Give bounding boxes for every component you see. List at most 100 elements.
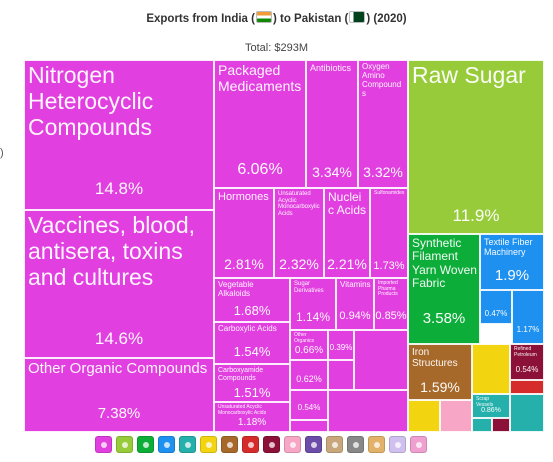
tile-label: Iron Structures bbox=[412, 347, 458, 370]
tile-share: 1.14% bbox=[295, 310, 331, 324]
tile-share: 0.86% bbox=[481, 407, 501, 414]
treemap-tile[interactable]: Oxygen Amino Compounds 3.32% bbox=[358, 60, 408, 188]
treemap-tile[interactable]: Unsaturated Acyclic Monocarboxylic Acids… bbox=[274, 188, 324, 278]
treemap-tile[interactable]: Iron Structures 1.59% bbox=[408, 344, 472, 400]
tile-share: 0.54% bbox=[297, 403, 321, 412]
treemap-tile[interactable]: Carboxyamide Compounds 1.51% bbox=[214, 364, 290, 402]
tile-share: 0.47% bbox=[484, 309, 508, 318]
tile-label: Unsaturated Acyclic Monocarboxylic Acids bbox=[278, 191, 320, 218]
machinery-icon[interactable] bbox=[158, 436, 175, 453]
tile-label: Other Organic Compounds bbox=[28, 360, 208, 377]
tile-share: 7.38% bbox=[97, 405, 141, 422]
tile-share: 1.68% bbox=[233, 303, 271, 318]
treemap-tile[interactable]: Sugar Derivatives 1.14% bbox=[290, 278, 336, 330]
treemap-tile[interactable]: Refined Petroleum 0.54% bbox=[510, 344, 544, 380]
treemap-tile[interactable]: 0.39% bbox=[328, 330, 354, 360]
treemap-small-tile[interactable] bbox=[354, 330, 408, 390]
treemap-tile[interactable]: Imported Pharma Products 0.85% bbox=[374, 278, 408, 330]
treemap-tile[interactable]: Scrap Vessels 0.86% bbox=[472, 394, 510, 418]
treemap-tile[interactable]: Hormones 2.81% bbox=[214, 188, 274, 278]
tile-label: Textile Fiber Machinery bbox=[484, 237, 533, 258]
treemap-small-tile[interactable] bbox=[472, 344, 510, 394]
tile-share: 0.39% bbox=[329, 343, 353, 352]
treemap-tile[interactable]: 0.62% bbox=[290, 360, 328, 390]
treemap-tile[interactable]: 0.47% bbox=[480, 290, 512, 324]
total-value: Total: $293M bbox=[245, 42, 308, 54]
chemicals-icon[interactable] bbox=[95, 436, 112, 453]
title-part: ) to Pakistan ( bbox=[272, 13, 349, 25]
tile-share: 0.62% bbox=[296, 374, 322, 384]
treemap-tile[interactable]: Other Organic Compounds 7.38% bbox=[24, 358, 214, 432]
treemap-tile[interactable]: Nitrogen Heterocyclic Compounds 14.8% bbox=[24, 60, 214, 210]
instruments-icon[interactable] bbox=[263, 436, 280, 453]
footwear-icon[interactable] bbox=[326, 436, 343, 453]
treemap-small-tile[interactable] bbox=[510, 380, 544, 394]
india-flag-icon bbox=[255, 11, 272, 23]
treemap-tile[interactable]: Nucleic Acids 2.21% bbox=[324, 188, 370, 278]
tile-label: Sulfonamides bbox=[374, 190, 405, 196]
treemap-tile[interactable]: Synthetic Filament Yarn Woven Fabric 3.58… bbox=[408, 234, 480, 344]
tile-label: Hormones bbox=[218, 191, 269, 203]
textiles-icon[interactable] bbox=[137, 436, 154, 453]
treemap-tile[interactable]: Sulfonamides 1.73% bbox=[370, 188, 408, 278]
treemap-tile[interactable]: Packaged Medicaments 6.06% bbox=[214, 60, 306, 188]
tile-share: 0.94% bbox=[339, 310, 371, 322]
treemap-tile[interactable]: Vitamins 0.94% bbox=[336, 278, 374, 330]
title-part: Exports from India ( bbox=[146, 13, 255, 25]
treemap-tile[interactable]: Vaccines, blood, antisera, toxins and cu… bbox=[24, 210, 214, 358]
misc-icon[interactable] bbox=[200, 436, 217, 453]
treemap-small-tile[interactable] bbox=[492, 418, 510, 432]
treemap-small-tile[interactable] bbox=[472, 418, 492, 432]
tile-label: Vaccines, blood, antisera, toxins and cu… bbox=[28, 212, 196, 290]
treemap-tile[interactable]: Unsaturated Acyclic Monocarboxylic Acids… bbox=[214, 402, 290, 432]
tile-share: 3.58% bbox=[422, 310, 466, 327]
tile-label: Nitrogen Heterocyclic Compounds bbox=[28, 62, 154, 140]
tile-share: 1.73% bbox=[373, 260, 405, 272]
tile-label: Imported Pharma Products bbox=[378, 280, 398, 298]
tile-label: Nucleic Acids bbox=[328, 190, 367, 218]
tile-share: 3.34% bbox=[312, 164, 352, 180]
precious-icon[interactable] bbox=[389, 436, 406, 453]
treemap-tile[interactable]: Textile Fiber Machinery 1.9% bbox=[480, 234, 544, 290]
stone-icon[interactable] bbox=[347, 436, 364, 453]
tile-label: Synthetic Filament Yarn Woven Fabric bbox=[412, 236, 477, 291]
tile-share: 1.59% bbox=[420, 379, 460, 395]
tile-label: Packaged Medicaments bbox=[218, 62, 302, 94]
tile-label: Refined Petroleum bbox=[514, 346, 537, 358]
tile-share: 0.66% bbox=[294, 345, 324, 356]
chart-title: Exports from India () to Pakistan () (20… bbox=[0, 11, 553, 25]
treemap-small-tile[interactable] bbox=[290, 420, 328, 432]
treemap-small-tile[interactable] bbox=[510, 394, 544, 432]
left-edge-fragment: ) bbox=[0, 147, 4, 159]
tile-share: 0.54% bbox=[515, 365, 539, 374]
paper-icon[interactable] bbox=[410, 436, 427, 453]
tile-share: 14.8% bbox=[94, 179, 144, 198]
tile-share: 6.06% bbox=[237, 161, 283, 178]
treemap-tile[interactable]: Antibiotics 3.34% bbox=[306, 60, 358, 188]
arms-icon[interactable] bbox=[305, 436, 322, 453]
tile-share: 2.32% bbox=[279, 256, 319, 272]
tile-label: Vegetable Alkaloids bbox=[218, 280, 254, 298]
pakistan-flag-icon bbox=[349, 11, 366, 23]
treemap-small-tile[interactable] bbox=[328, 390, 408, 432]
treemap-tile[interactable]: Carboxylic Acids 1.54% bbox=[214, 322, 290, 364]
treemap-tile[interactable]: Other Organics 0.66% bbox=[290, 330, 328, 360]
tile-share: 3.32% bbox=[363, 164, 403, 180]
treemap-tile[interactable]: Raw Sugar 11.9% bbox=[408, 60, 544, 234]
vegetable-icon[interactable] bbox=[116, 436, 133, 453]
tile-label: Vitamins bbox=[340, 280, 371, 289]
treemap-small-tile[interactable] bbox=[440, 400, 472, 432]
treemap-tile[interactable]: 1.17% bbox=[512, 290, 544, 344]
animal-icon[interactable] bbox=[368, 436, 385, 453]
treemap-small-tile[interactable] bbox=[328, 360, 354, 390]
minerals-icon[interactable] bbox=[242, 436, 259, 453]
tile-share: 1.9% bbox=[494, 267, 530, 284]
treemap-tile[interactable]: Vegetable Alkaloids 1.68% bbox=[214, 278, 290, 322]
tile-label: Scrap Vessels bbox=[476, 396, 494, 408]
plastics-icon[interactable] bbox=[284, 436, 301, 453]
metals-icon[interactable] bbox=[221, 436, 238, 453]
treemap-small-tile[interactable] bbox=[408, 400, 440, 432]
treemap-tile[interactable]: 0.54% bbox=[290, 390, 328, 420]
transport-icon[interactable] bbox=[179, 436, 196, 453]
